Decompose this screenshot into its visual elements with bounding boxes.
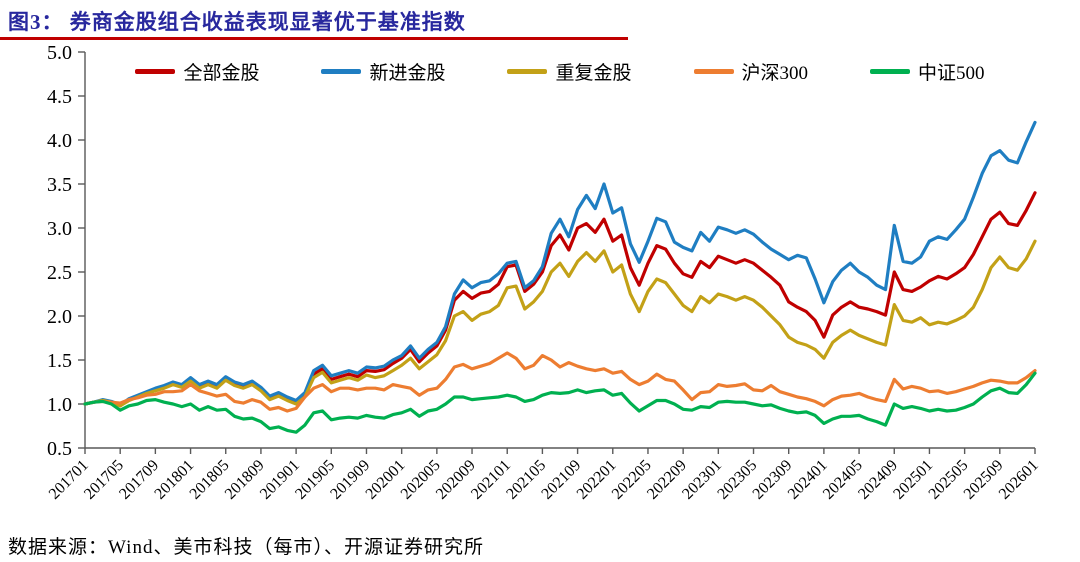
- data-source-note: 数据来源：Wind、美市科技（每市）、开源证券研究所: [8, 537, 484, 558]
- chart-title: 图3： 券商金股组合收益表现显著优于基准指数: [8, 10, 466, 34]
- legend-item: 新进金股: [321, 58, 445, 85]
- y-tick-label: 2.5: [47, 262, 72, 284]
- x-tick-label: 202601: [996, 457, 1042, 503]
- legend-swatch-icon: [321, 69, 362, 74]
- legend-swatch-icon: [693, 69, 734, 74]
- title-underline: [0, 37, 628, 40]
- y-tick-label: 3.0: [47, 218, 72, 240]
- y-tick-label: 5.0: [47, 42, 72, 64]
- legend-item: 沪深300: [693, 58, 809, 85]
- series-line-沪深300: [83, 351, 1037, 413]
- legend-swatch-icon: [135, 69, 176, 74]
- y-tick-label: 4.0: [47, 130, 72, 152]
- y-tick-label: 3.5: [47, 174, 72, 196]
- legend-item: 重复金股: [507, 58, 632, 85]
- y-tick-label: 2.0: [47, 306, 72, 328]
- legend-label: 沪深300: [741, 63, 809, 84]
- legend-label: 重复金股: [555, 63, 632, 84]
- y-tick-label: 1.5: [47, 350, 72, 372]
- y-tick-label: 4.5: [47, 86, 72, 108]
- series-line-全部金股: [83, 191, 1037, 408]
- y-tick-label: 1.0: [47, 394, 72, 416]
- chart-legend: 全部金股 新进金股 重复金股 沪深300 中证500: [85, 58, 1035, 85]
- y-tick-label: 0.5: [47, 438, 72, 460]
- legend-swatch-icon: [870, 69, 911, 74]
- legend-item: 中证500: [870, 58, 985, 85]
- series-line-重复金股: [83, 239, 1037, 408]
- series-line-新进金股: [83, 120, 1037, 407]
- legend-item: 全部金股: [135, 58, 259, 85]
- legend-swatch-icon: [507, 69, 548, 74]
- legend-label: 新进金股: [369, 63, 446, 84]
- legend-label: 全部金股: [183, 63, 260, 84]
- legend-label: 中证500: [918, 63, 985, 84]
- series-line-中证500: [83, 371, 1037, 434]
